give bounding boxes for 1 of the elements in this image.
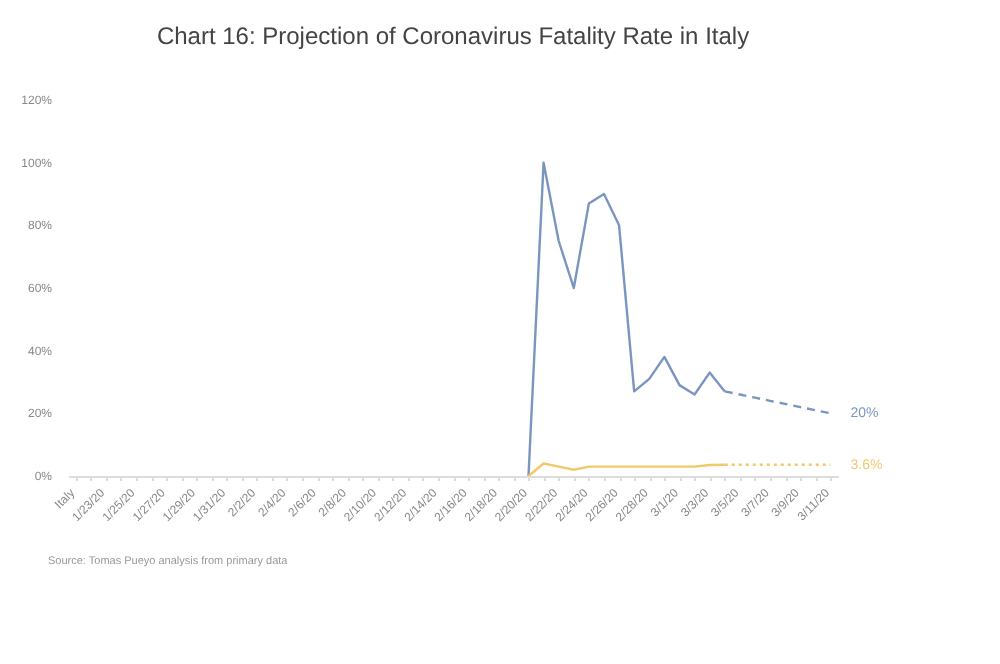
chart-title: Chart 16: Projection of Coronavirus Fatality Rate in Italy bbox=[156, 22, 750, 50]
